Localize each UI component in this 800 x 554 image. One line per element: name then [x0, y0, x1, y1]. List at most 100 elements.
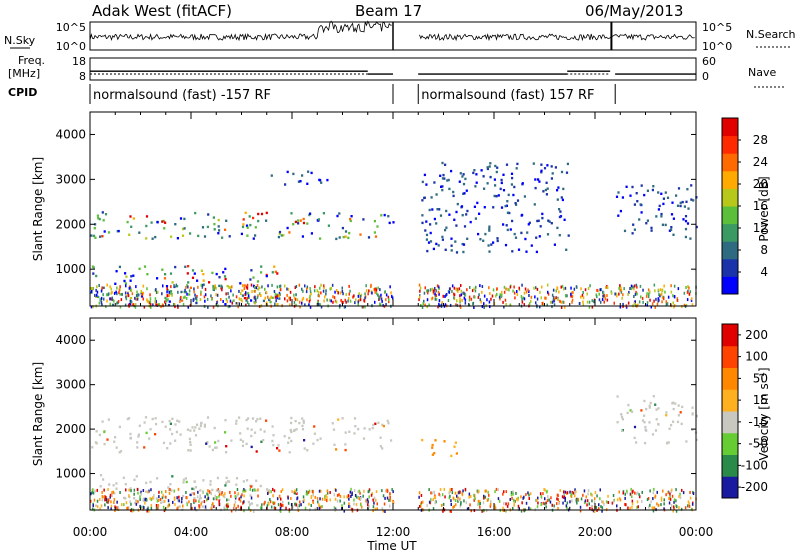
echo-cell: [254, 489, 257, 492]
echo-cell: [429, 231, 432, 235]
echo-cell: [161, 420, 164, 424]
echo-cell: [509, 498, 511, 501]
echo-cell: [264, 296, 266, 300]
echo-cell: [306, 492, 309, 496]
echo-cell: [283, 284, 286, 288]
echo-cell: [211, 505, 213, 509]
echo-cell: [360, 293, 363, 297]
echo-cell: [102, 219, 105, 222]
echo-cell: [139, 498, 141, 501]
echo-cell: [418, 298, 420, 302]
echo-cell: [150, 506, 153, 510]
echo-cell: [363, 489, 365, 493]
echo-cell: [390, 439, 393, 442]
echo-cell: [139, 504, 141, 508]
echo-cell: [164, 273, 167, 276]
echo-cell: [137, 491, 139, 495]
colorbar-tick-label: 16: [753, 199, 768, 213]
echo-cell: [117, 506, 120, 510]
echo-cell: [432, 291, 435, 295]
echo-cell: [113, 492, 116, 495]
echo-cell: [184, 295, 186, 299]
echo-cell: [112, 490, 115, 494]
echo-cell: [301, 428, 305, 431]
echo-cell: [125, 501, 128, 505]
echo-cell: [336, 214, 339, 218]
echo-cell: [637, 303, 639, 307]
echo-cell: [308, 296, 311, 300]
echo-cell: [488, 493, 490, 497]
echo-cell: [324, 497, 326, 501]
echo-cell: [364, 292, 366, 296]
echo-cell: [641, 296, 644, 300]
echo-cell: [293, 293, 295, 297]
echo-cell: [368, 289, 370, 293]
echo-cell: [93, 498, 96, 502]
echo-cell: [142, 489, 145, 492]
echo-cell: [325, 289, 327, 293]
echo-cell: [246, 226, 249, 229]
echo-cell: [208, 490, 211, 494]
echo-cell: [331, 422, 334, 425]
echo-cell: [424, 286, 426, 290]
echo-cell: [505, 490, 507, 494]
echo-cell: [133, 497, 136, 500]
echo-cell: [593, 510, 596, 513]
echo-cell: [292, 505, 294, 509]
echo-cell: [129, 432, 132, 436]
echo-cell: [454, 491, 457, 495]
echo-cell: [170, 489, 173, 492]
echo-cell: [520, 295, 523, 298]
echo-cell: [339, 499, 341, 503]
echo-cell: [476, 502, 479, 506]
echo-cell: [466, 288, 468, 292]
echo-cell: [203, 500, 206, 504]
echo-cell: [570, 495, 573, 498]
echo-cell: [136, 290, 138, 294]
echo-cell: [171, 281, 174, 284]
echo-cell: [629, 287, 631, 290]
echo-cell: [302, 296, 305, 300]
echo-cell: [257, 488, 259, 492]
echo-cell: [435, 289, 437, 293]
echo-cell: [148, 301, 151, 305]
echo-cell: [287, 501, 290, 505]
echo-cell: [477, 232, 480, 236]
echo-cell: [127, 294, 130, 298]
echo-cell: [431, 491, 433, 495]
echo-cell: [637, 505, 639, 509]
echo-cell: [142, 498, 144, 502]
echo-cell: [563, 495, 566, 499]
echo-cell: [201, 505, 204, 508]
echo-cell: [657, 407, 660, 410]
echo-cell: [106, 500, 108, 504]
echo-cell: [453, 292, 455, 296]
echo-cell: [541, 302, 544, 305]
echo-cell: [174, 439, 177, 442]
echo-cell: [667, 491, 669, 495]
echo-cell: [503, 490, 505, 494]
echo-cell: [303, 447, 306, 450]
echo-cell: [481, 290, 483, 294]
freq-trace: [90, 70, 696, 75]
echo-cell: [633, 228, 636, 231]
echo-cell: [211, 297, 213, 301]
echo-cell: [289, 298, 291, 302]
echo-cell: [426, 289, 428, 293]
echo-cell: [679, 492, 681, 496]
echo-cell: [433, 181, 436, 184]
echo-cell: [150, 498, 153, 502]
echo-cell: [214, 284, 216, 288]
echo-cell: [430, 491, 432, 495]
echo-cell: [490, 297, 492, 301]
echo-cell: [662, 197, 665, 200]
echo-cell: [649, 503, 651, 507]
echo-cell: [625, 503, 627, 507]
echo-cell: [220, 492, 223, 496]
colorbar-swatch: [722, 432, 738, 455]
echo-cell: [157, 290, 159, 294]
echo-cell: [526, 231, 529, 234]
echo-cell: [483, 294, 486, 298]
echo-cell: [443, 177, 446, 180]
echo-cell: [556, 493, 559, 497]
